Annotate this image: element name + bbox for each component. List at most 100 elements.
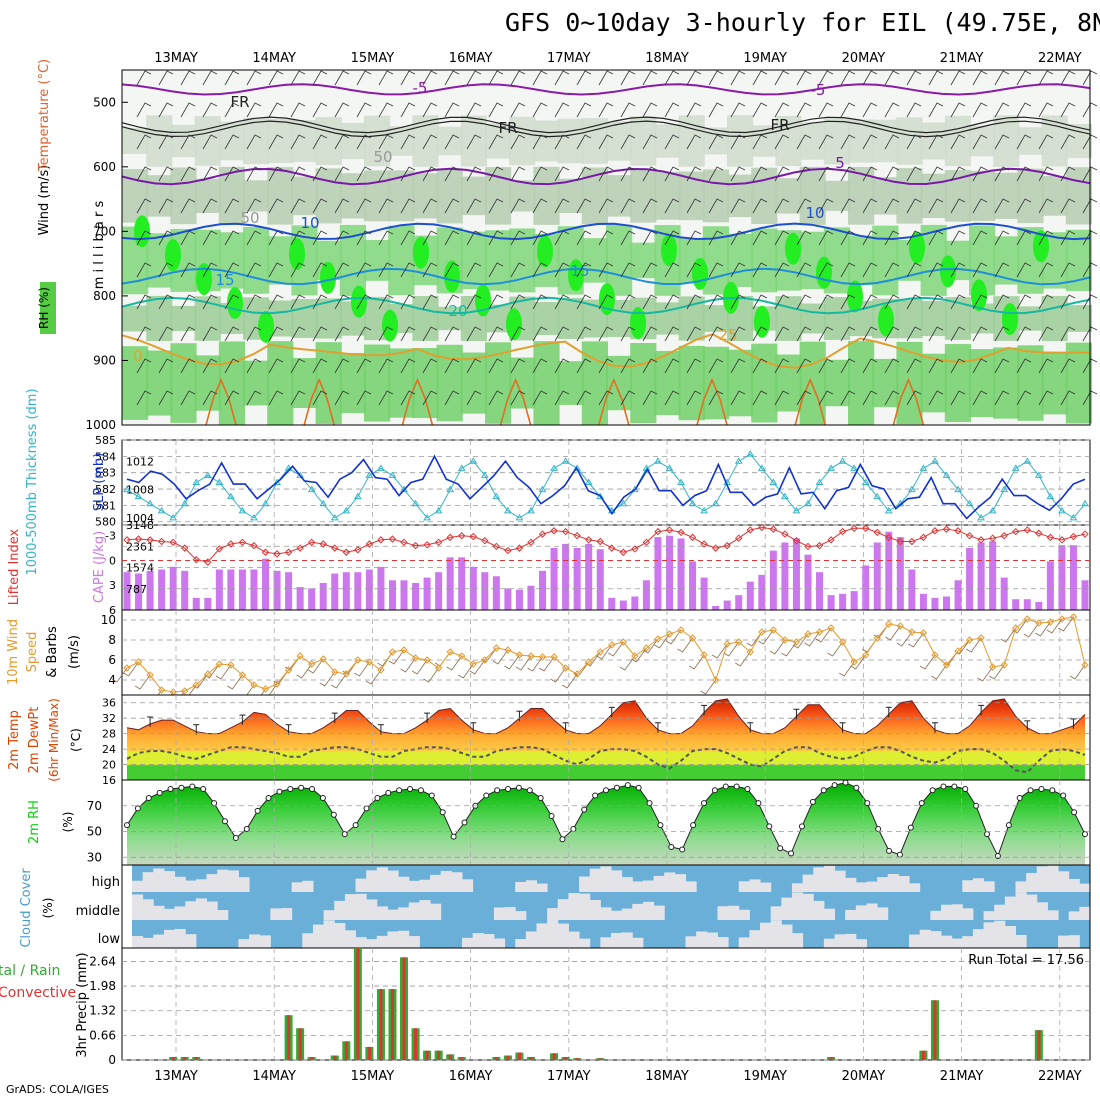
wind-barb: [246, 358, 262, 374]
wind-speed-marker: [157, 686, 166, 694]
slp-marker: [377, 464, 385, 471]
wind-barb: [488, 230, 504, 246]
rh-shading: [170, 305, 197, 332]
y-tick-label: 583: [95, 467, 116, 480]
wind-barb: [334, 390, 350, 406]
contour-label: -5: [811, 81, 826, 99]
wind-barb: [224, 326, 240, 342]
rh-max-patch: [1002, 303, 1018, 336]
cloud-cell: [887, 873, 899, 892]
rh-marker: [668, 843, 675, 850]
wind-barb: [758, 629, 774, 645]
wind-barb: [334, 326, 350, 342]
wind-barb: [444, 262, 460, 278]
wind-barb: [290, 70, 306, 86]
rh-shading: [872, 119, 899, 163]
y-axis-label: 3hr Precip (mm): [75, 952, 90, 1057]
wind-barb: [246, 326, 262, 342]
rh-shading: [146, 295, 173, 342]
wind-barb: [862, 358, 878, 374]
rh-marker: [831, 782, 838, 789]
wind-speed-marker: [331, 668, 339, 676]
lifted-index-marker: [642, 538, 651, 547]
wind-barb: [444, 390, 460, 406]
wind-barb: [550, 667, 566, 683]
rh-marker: [505, 786, 512, 793]
wind-barb: [664, 294, 680, 310]
rh-shading: [727, 174, 754, 218]
y-tick-label: 2.64: [89, 954, 116, 968]
slp-marker: [538, 485, 547, 493]
cape-bar: [181, 570, 189, 610]
lifted-index-marker: [1069, 532, 1078, 541]
wind-speed-marker: [123, 664, 131, 672]
cloud-cell: [962, 880, 974, 892]
rh-marker: [407, 786, 414, 793]
wind-barb: [312, 198, 328, 214]
wind-barb: [818, 166, 834, 182]
wind-barb: [862, 198, 878, 214]
wind-barb: [928, 390, 944, 406]
y-axis-label: (m/s): [67, 635, 82, 669]
wind-barb: [561, 673, 578, 689]
rh-shading: [364, 239, 391, 281]
rh-shading: [460, 176, 487, 216]
wind-barb: [796, 134, 812, 150]
wind-speed-marker: [227, 661, 235, 669]
slp-marker: [238, 506, 247, 514]
cloud-cell: [366, 870, 378, 892]
wind-barb: [774, 134, 790, 150]
wind-barb: [796, 262, 812, 278]
wind-barb: [400, 326, 416, 342]
wind-barb: [840, 358, 856, 374]
wind-speed-line: [126, 616, 1086, 693]
wind10m-panel: 4 6 8 10 10m Wind Speed & Barbs (m/s): [6, 609, 1091, 707]
cloud-cell: [547, 920, 559, 948]
legend-convective: Convective: [0, 985, 76, 1001]
wind-barb: [554, 134, 570, 150]
cloud-cell: [834, 870, 846, 892]
wind-speed-marker: [238, 671, 247, 679]
wind-barb: [1016, 198, 1032, 214]
lifted-index-marker: [654, 527, 662, 536]
rh-shading: [557, 118, 584, 164]
cape-bar: [1081, 580, 1089, 610]
wind-barb: [598, 102, 614, 118]
wind-barb: [730, 326, 746, 342]
wind-barb: [774, 262, 790, 278]
cape-bar: [123, 572, 131, 610]
wind-barb: [1060, 262, 1076, 278]
wind-barb: [1023, 622, 1040, 638]
wind-barb: [111, 667, 128, 683]
cloud-cell: [419, 900, 431, 920]
temperature-contour: [401, 377, 434, 426]
wind-barb: [774, 102, 790, 118]
wind-barb: [906, 326, 922, 342]
thickness-line: [126, 454, 1086, 520]
cloud-cell: [536, 883, 548, 892]
wind-barb: [896, 631, 913, 647]
cloud-cell: [483, 934, 495, 948]
cloud-cell: [781, 897, 793, 920]
wind-barb: [202, 326, 218, 342]
convective-bar: [598, 1058, 602, 1060]
rh-max-patch: [568, 259, 584, 292]
lifted-index-marker: [977, 536, 985, 544]
wind-barb: [466, 326, 482, 342]
wind-barb: [422, 166, 438, 182]
wind-barb: [752, 134, 768, 150]
y-tick-label: 28: [102, 728, 116, 741]
cloud-cell: [334, 900, 346, 920]
wind-barb: [642, 70, 658, 86]
wind-barb: [268, 262, 284, 278]
wind-barb: [423, 667, 439, 683]
wind-barb: [319, 671, 336, 687]
wind-barb: [446, 655, 463, 671]
rh-shading: [606, 175, 633, 217]
cloud-cell: [408, 880, 420, 892]
rh-shading: [727, 349, 754, 417]
wind-barb: [746, 631, 763, 647]
wind-barb: [708, 358, 724, 374]
cloud-cell: [1068, 911, 1080, 920]
